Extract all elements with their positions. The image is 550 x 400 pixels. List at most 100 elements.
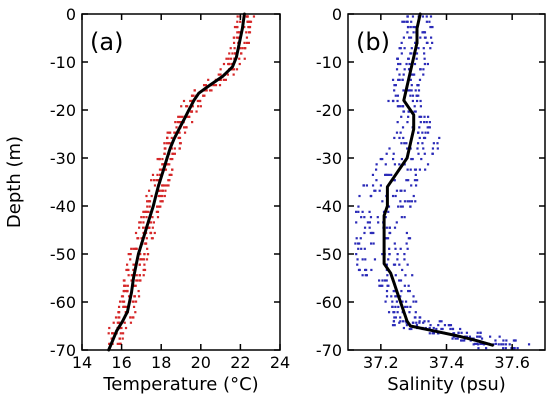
salinity-point xyxy=(425,121,428,124)
salinity-point xyxy=(438,320,441,323)
y-tick-label: 0 xyxy=(332,5,342,24)
salinity-point xyxy=(422,147,425,150)
salinity-point xyxy=(451,337,454,340)
salinity-point xyxy=(393,89,396,92)
temperature-point xyxy=(136,279,139,282)
temperature-point xyxy=(142,221,145,224)
x-tick-label: 37.4 xyxy=(429,353,465,372)
salinity-point xyxy=(393,163,397,166)
salinity-point xyxy=(405,142,408,145)
temperature-point xyxy=(142,226,145,229)
temperature-point xyxy=(241,47,244,50)
salinity-point xyxy=(403,216,406,219)
salinity-point xyxy=(413,25,417,29)
salinity-point xyxy=(403,20,406,23)
temperature-point xyxy=(107,332,110,335)
salinity-point xyxy=(378,189,381,192)
salinity-point xyxy=(393,84,396,87)
y-tick-label: -70 xyxy=(316,341,342,360)
temperature-point xyxy=(178,142,182,145)
temperature-point xyxy=(235,25,239,29)
salinity-point xyxy=(454,337,457,340)
salinity-point xyxy=(400,289,403,293)
salinity-point xyxy=(392,263,396,266)
salinity-point xyxy=(512,339,516,342)
temperature-point xyxy=(118,300,122,303)
salinity-point xyxy=(459,327,462,331)
temperature-point xyxy=(124,284,127,287)
temperature-point xyxy=(243,25,246,29)
salinity-mean-line xyxy=(382,12,494,347)
temperature-point xyxy=(169,157,172,161)
temperature-point xyxy=(163,184,166,187)
temperature-point xyxy=(163,142,166,145)
temperature-point xyxy=(170,136,173,140)
temperature-point xyxy=(121,332,125,335)
temperature-point xyxy=(120,326,123,330)
salinity-point xyxy=(481,342,484,345)
salinity-point xyxy=(410,184,413,187)
salinity-point xyxy=(508,343,511,346)
temperature-point xyxy=(129,321,133,324)
salinity-point xyxy=(412,31,415,34)
salinity-point xyxy=(497,343,500,346)
temperature-point xyxy=(156,216,160,219)
temperature-point xyxy=(226,73,230,76)
temperature-point xyxy=(156,179,160,182)
salinity-point xyxy=(436,142,439,145)
salinity-point xyxy=(472,343,475,346)
temperature-point xyxy=(232,41,236,44)
salinity-point xyxy=(373,189,376,192)
salinity-point xyxy=(402,110,405,113)
salinity-point xyxy=(394,316,398,319)
salinity-point xyxy=(399,200,402,203)
salinity-point xyxy=(394,274,397,277)
salinity-point xyxy=(371,173,375,176)
temperature-point xyxy=(142,258,145,261)
panel-salinity: 37.2 37.4 37.6 0-10-20-30-40-50-60-70 (b) … xyxy=(316,5,546,395)
salinity-point xyxy=(394,84,397,87)
salinity-point xyxy=(363,216,366,219)
temperature-point xyxy=(146,200,149,203)
salinity-point xyxy=(401,205,404,208)
temperature-point xyxy=(150,194,153,198)
x-tick-label: 24 xyxy=(270,353,290,372)
temperature-point xyxy=(232,73,235,76)
salinity-scatter xyxy=(354,15,531,350)
temperature-point xyxy=(219,78,222,81)
salinity-point xyxy=(415,94,418,97)
salinity-point xyxy=(423,31,427,34)
salinity-point xyxy=(428,326,431,330)
salinity-point xyxy=(385,152,388,155)
salinity-point xyxy=(418,168,422,171)
salinity-point xyxy=(368,226,371,229)
salinity-point xyxy=(393,136,396,140)
salinity-point xyxy=(389,231,392,235)
y-tick-label: -40 xyxy=(50,197,76,216)
salinity-point xyxy=(452,332,455,335)
salinity-point xyxy=(396,253,399,256)
salinity-point xyxy=(371,231,374,235)
temperature-point xyxy=(134,300,138,303)
temperature-point xyxy=(243,57,246,60)
salinity-point xyxy=(428,20,431,23)
temperature-point xyxy=(125,263,129,266)
temperature-point xyxy=(177,115,180,118)
salinity-point xyxy=(364,268,367,272)
salinity-point xyxy=(398,279,401,282)
salinity-point xyxy=(415,52,419,55)
salinity-point xyxy=(375,168,378,171)
temperature-point xyxy=(108,326,111,330)
salinity-point xyxy=(392,311,395,314)
salinity-point xyxy=(405,324,409,327)
salinity-point xyxy=(437,324,440,327)
y-tick-label: -10 xyxy=(316,53,342,72)
salinity-point xyxy=(426,131,430,134)
salinity-point xyxy=(403,189,406,192)
salinity-point xyxy=(408,311,411,314)
temperature-point xyxy=(120,295,124,298)
temperature-point xyxy=(132,247,135,250)
temperature-point xyxy=(222,78,225,81)
salinity-point xyxy=(431,41,434,44)
salinity-point xyxy=(414,200,417,203)
